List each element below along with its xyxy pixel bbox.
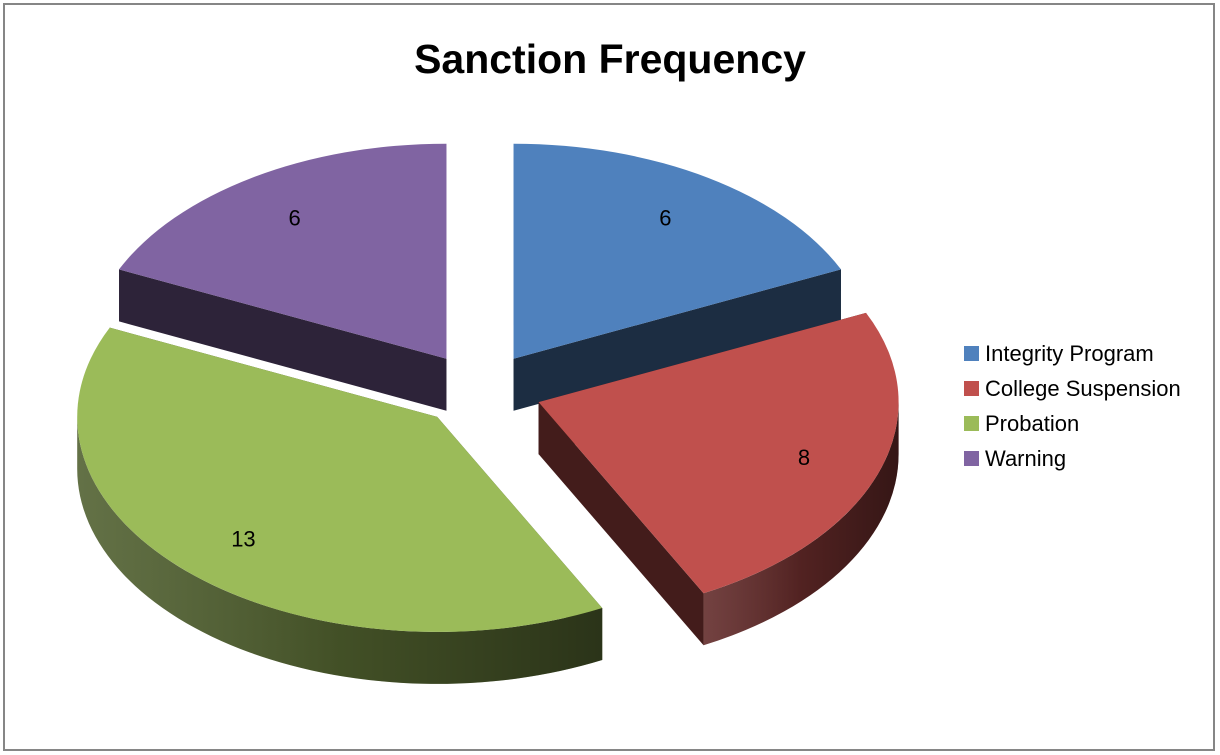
legend-item-college-suspension: College Suspension (964, 373, 1181, 404)
pie-slice-college-suspension (538, 312, 899, 646)
pie-slice-top (77, 327, 603, 632)
legend-item-integrity-program: Integrity Program (964, 338, 1181, 369)
legend-swatch (964, 346, 979, 361)
data-label-warning: 6 (289, 206, 301, 231)
pie-slice-probation (77, 327, 603, 684)
data-label-integrity-program: 6 (659, 206, 671, 231)
pie-slice-wall (513, 269, 841, 411)
legend-item-probation: Probation (964, 408, 1181, 439)
legend-swatch (964, 451, 979, 466)
legend-swatch (964, 381, 979, 396)
legend-swatch (964, 416, 979, 431)
legend-label: Warning (985, 445, 1067, 471)
legend: Integrity Program College Suspension Proba… (964, 338, 1181, 478)
legend-label: Probation (985, 410, 1080, 436)
pie-slice-top (119, 143, 447, 359)
pie-slice-integrity-program (513, 143, 841, 411)
data-label-college-suspension: 8 (798, 445, 810, 470)
legend-label: College Suspension (985, 375, 1181, 401)
pie-slice-top (538, 312, 899, 594)
legend-label: Integrity Program (985, 340, 1154, 366)
data-label-probation: 13 (231, 526, 255, 551)
pie-slice-wall (119, 269, 447, 411)
pie-slice-warning (119, 143, 447, 411)
pie-slice-wall (538, 402, 704, 646)
pie-slice-edge-shading (703, 402, 899, 646)
chart-title: Sanction Frequency (414, 36, 806, 82)
pie-slice-edge-shading (77, 416, 603, 684)
pie-slice-top (513, 143, 841, 359)
legend-item-warning: Warning (964, 443, 1181, 474)
